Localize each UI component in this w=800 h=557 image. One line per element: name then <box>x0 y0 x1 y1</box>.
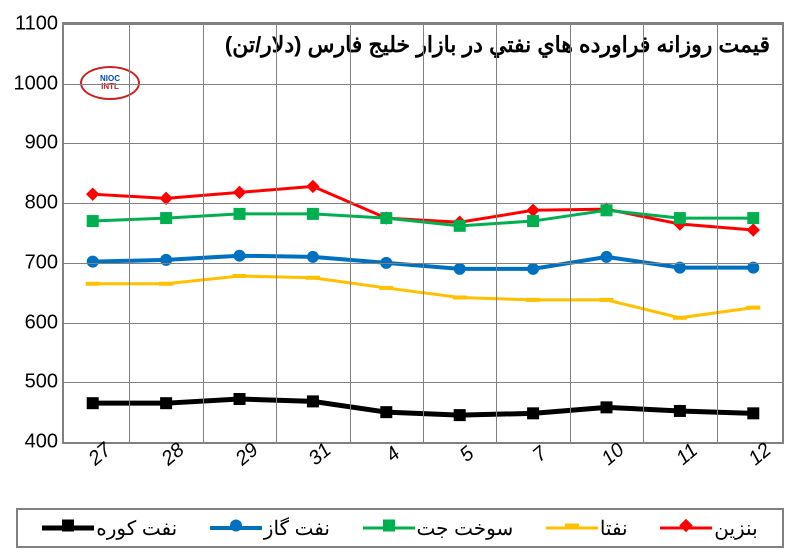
legend-item: نفت کوره <box>42 516 177 541</box>
legend-item: نفتا <box>546 516 628 541</box>
x-tick-label: 12 <box>745 439 777 471</box>
legend-swatch <box>42 518 94 538</box>
legend-item: نفت گاز <box>210 516 330 541</box>
grid-line-vertical <box>717 24 718 442</box>
chart-container: قیمت روزانه فراورده هاي نفتي در بازار خل… <box>0 0 800 557</box>
y-tick-label: 1100 <box>15 13 58 36</box>
y-tick-label: 400 <box>25 431 58 454</box>
grid-line-vertical <box>129 24 130 442</box>
legend-swatch <box>210 518 262 538</box>
x-tick-label: 5 <box>455 442 478 467</box>
grid-line-vertical <box>496 24 497 442</box>
legend-item: سوخت جت <box>363 516 514 541</box>
y-tick-label: 800 <box>25 192 58 215</box>
x-tick-label: 7 <box>529 442 552 467</box>
legend: بنزین نفتا سوخت جت نفت گاز نفت کوره <box>16 508 784 548</box>
x-tick-label: 31 <box>304 439 336 471</box>
y-tick-label: 600 <box>25 311 58 334</box>
x-tick-label: 4 <box>382 442 405 467</box>
x-tick-label: 29 <box>231 439 263 471</box>
legend-label: نفتا <box>600 516 628 541</box>
x-tick-label: 27 <box>84 439 116 471</box>
y-tick-label: 500 <box>25 371 58 394</box>
grid-line-vertical <box>350 24 351 442</box>
x-tick-label: 28 <box>158 439 190 471</box>
grid-line-vertical <box>643 24 644 442</box>
x-tick-label: 11 <box>672 439 703 470</box>
grid-line-vertical <box>423 24 424 442</box>
legend-swatch <box>363 518 415 538</box>
grid-line-vertical <box>276 24 277 442</box>
legend-label: نفت کوره <box>96 516 177 541</box>
y-tick-label: 900 <box>25 132 58 155</box>
grid-line-vertical <box>203 24 204 442</box>
x-tick-label: 10 <box>598 439 630 471</box>
y-tick-label: 1000 <box>14 72 59 95</box>
legend-label: سوخت جت <box>417 516 514 541</box>
legend-swatch <box>546 518 598 538</box>
grid-line-vertical <box>570 24 571 442</box>
legend-label: نفت گاز <box>264 516 330 541</box>
plot-area: قیمت روزانه فراورده هاي نفتي در بازار خل… <box>62 22 784 444</box>
legend-label: بنزین <box>714 516 757 541</box>
legend-item: بنزین <box>660 516 757 541</box>
legend-swatch <box>660 518 712 538</box>
y-tick-label: 700 <box>25 251 58 274</box>
